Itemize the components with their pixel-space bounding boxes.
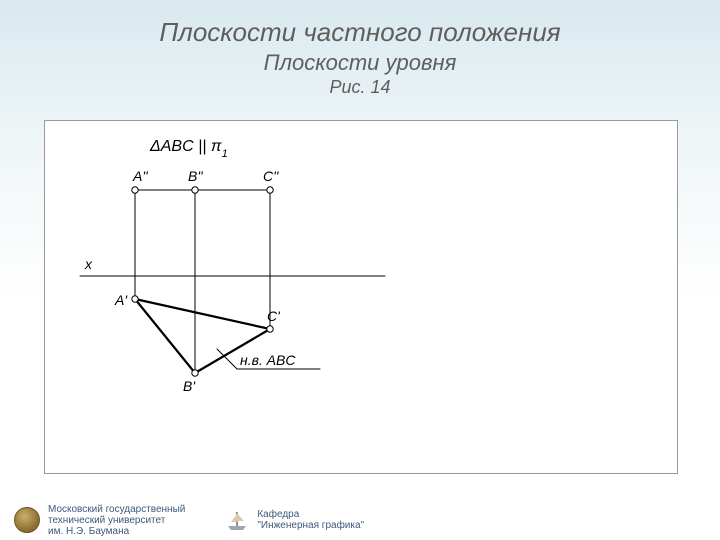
svg-text:н.в. ABC: н.в. ABC <box>240 352 296 368</box>
bmstu-logo-icon <box>14 507 40 533</box>
institution-2-text: Кафедра "Инженерная графика" <box>257 509 364 531</box>
svg-text:x: x <box>84 256 93 272</box>
diagram-panel: ΔABC || π1 x н.в. ABC A'' B'' C'' A' B' C' <box>44 120 678 474</box>
engineering-diagram: ΔABC || π1 x н.в. ABC A'' B'' C'' A' B' C' <box>45 121 677 473</box>
institution-1-text: Московский государственный технический у… <box>48 504 185 537</box>
svg-text:A'': A'' <box>132 168 149 184</box>
slide-subtitle: Плоскости уровня <box>0 50 720 75</box>
title-block: Плоскости частного положения Плоскости у… <box>0 0 720 98</box>
figure-number: Рис. 14 <box>0 77 720 98</box>
institution-2: Кафедра "Инженерная графика" <box>225 508 364 532</box>
svg-text:C'': C'' <box>263 168 280 184</box>
ship-icon <box>225 508 249 532</box>
footer: Московский государственный технический у… <box>0 500 720 540</box>
svg-text:ΔABC || π1: ΔABC || π1 <box>149 138 228 160</box>
svg-text:A': A' <box>114 292 128 308</box>
slide-title: Плоскости частного положения <box>0 18 720 48</box>
institution-1: Московский государственный технический у… <box>14 504 185 537</box>
svg-text:B': B' <box>183 378 196 394</box>
svg-text:B'': B'' <box>188 168 204 184</box>
svg-text:C': C' <box>267 308 281 324</box>
